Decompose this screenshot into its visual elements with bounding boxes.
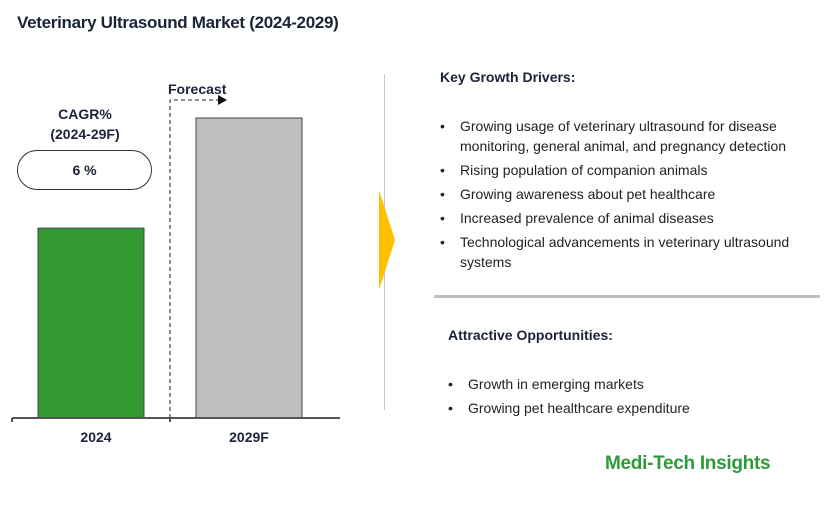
list-item: Growing usage of veterinary ultrasound f… xyxy=(440,116,800,156)
x-tick-label-2029f: 2029F xyxy=(229,429,269,445)
drivers-list: Growing usage of veterinary ultrasound f… xyxy=(440,116,800,276)
opportunities-heading: Attractive Opportunities: xyxy=(448,327,613,343)
cagr-label: CAGR% (2024-29F) xyxy=(30,104,140,144)
forecast-arrowhead xyxy=(218,95,227,105)
cagr-value: 6 % xyxy=(72,162,97,178)
page-title: Veterinary Ultrasound Market (2024-2029) xyxy=(17,13,339,32)
list-item: Rising population of companion animals xyxy=(440,160,800,180)
list-item: Growing pet healthcare expenditure xyxy=(448,398,808,418)
list-item: Increased prevalence of animal diseases xyxy=(440,208,800,228)
cagr-label-line1: CAGR% xyxy=(58,106,112,122)
section-divider xyxy=(434,295,820,298)
opportunities-list: Growth in emerging markets Growing pet h… xyxy=(448,374,808,422)
chevron-right-icon xyxy=(379,190,395,290)
list-item: Technological advancements in veterinary… xyxy=(440,232,800,272)
bar-chart xyxy=(11,95,340,422)
bar-2024 xyxy=(37,227,145,419)
x-tick-label-2024: 2024 xyxy=(80,429,112,445)
drivers-heading: Key Growth Drivers: xyxy=(440,69,576,85)
cagr-label-line2: (2024-29F) xyxy=(50,126,120,142)
cagr-value-badge: 6 % xyxy=(17,150,152,190)
brand-logo: Medi-Tech Insights xyxy=(605,453,771,474)
list-item: Growing awareness about pet healthcare xyxy=(440,184,800,204)
forecast-divider xyxy=(169,99,220,418)
bar-2029f xyxy=(195,117,303,419)
forecast-label: Forecast xyxy=(168,81,227,97)
list-item: Growth in emerging markets xyxy=(448,374,808,394)
